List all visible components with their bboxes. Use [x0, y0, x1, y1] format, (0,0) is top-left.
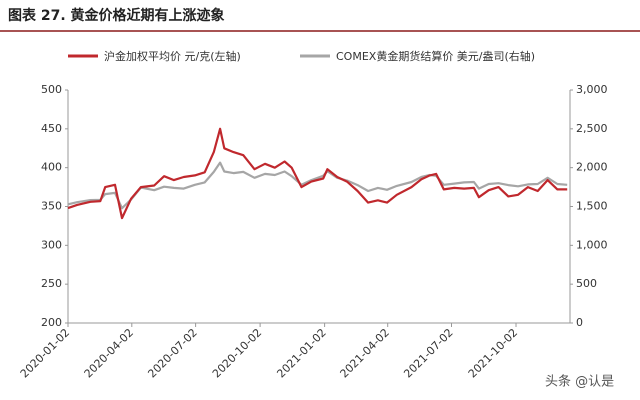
series-line — [67, 161, 568, 210]
x-tick-label: 2020-04-02 — [82, 326, 136, 380]
y2-tick-label: 1,500 — [576, 200, 608, 213]
x-tick-label: 2020-10-02 — [210, 326, 264, 380]
legend-label: COMEX黄金期货结算价 美元/盎司(右轴) — [336, 49, 535, 63]
series-line — [67, 127, 568, 220]
y-tick-label: 350 — [41, 200, 62, 213]
y2-tick-label: 2,500 — [576, 122, 608, 135]
y2-tick-label: 2,000 — [576, 161, 608, 174]
y-tick-label: 500 — [41, 83, 62, 96]
x-tick-label: 2021-01-02 — [274, 326, 328, 380]
watermark: 头条 @认是 — [545, 374, 614, 390]
x-tick-label: 2021-07-02 — [401, 326, 455, 380]
y-tick-label: 250 — [41, 277, 62, 290]
y2-tick-label: 1,000 — [576, 238, 608, 251]
y2-tick-label: 3,000 — [576, 83, 608, 96]
y-tick-label: 400 — [41, 161, 62, 174]
y-tick-label: 200 — [41, 316, 62, 329]
x-tick-label: 2021-10-02 — [466, 326, 520, 380]
y-tick-label: 450 — [41, 122, 62, 135]
y2-tick-label: 500 — [576, 277, 597, 290]
x-tick-label: 2020-01-02 — [18, 326, 72, 380]
x-tick-label: 2020-07-02 — [145, 326, 199, 380]
chart-title: 图表 27. 黄金价格近期有上涨迹象 — [8, 7, 225, 24]
y2-tick-label: 0 — [576, 316, 583, 329]
legend-label: 沪金加权平均价 元/克(左轴) — [104, 49, 241, 63]
x-tick-label: 2021-04-02 — [338, 326, 392, 380]
y-tick-label: 300 — [41, 238, 62, 251]
